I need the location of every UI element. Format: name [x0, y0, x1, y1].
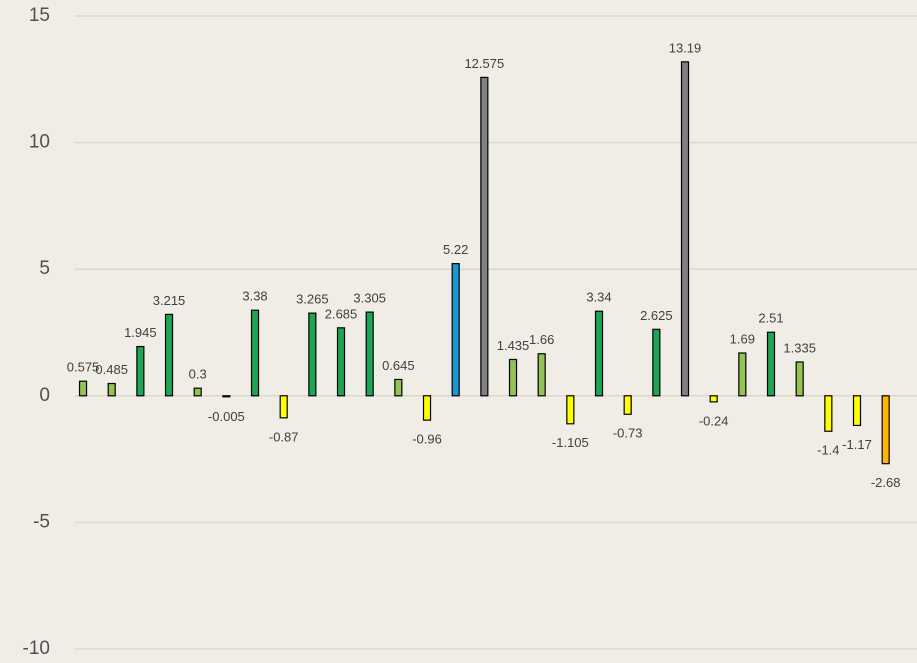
y-tick-label: 5	[39, 258, 50, 279]
bar	[250, 309, 260, 397]
bar	[881, 395, 890, 465]
bar	[164, 313, 174, 397]
data-label: 2.625	[640, 308, 673, 323]
data-label: 1.435	[497, 338, 530, 353]
data-label: 3.305	[353, 291, 386, 306]
data-label: 3.215	[153, 293, 186, 308]
bar	[365, 311, 374, 397]
data-label: 1.69	[730, 331, 755, 346]
bar	[795, 361, 804, 397]
bar	[222, 395, 231, 398]
bar	[336, 327, 346, 397]
data-label: 0.575	[67, 360, 100, 375]
data-label: 0.485	[95, 362, 128, 377]
data-label: 3.34	[586, 290, 611, 305]
data-label: -0.96	[412, 432, 442, 447]
data-label: -1.17	[842, 437, 872, 452]
bar	[78, 380, 88, 397]
data-label: -1.105	[552, 435, 589, 450]
bar	[480, 76, 489, 397]
data-label: 1.945	[124, 325, 157, 340]
bar	[451, 263, 460, 397]
data-label: 12.575	[464, 56, 504, 71]
data-label: -2.68	[871, 475, 901, 490]
data-label: -0.73	[613, 426, 643, 441]
data-label: 1.335	[783, 340, 816, 355]
data-label: -0.005	[208, 409, 245, 424]
bar	[738, 352, 747, 397]
bar	[852, 395, 862, 427]
bar	[193, 387, 202, 397]
bar	[766, 331, 776, 397]
bar	[709, 395, 718, 403]
data-label: 1.66	[529, 332, 554, 347]
bar	[537, 353, 546, 397]
data-label: 13.19	[669, 40, 702, 55]
bar	[508, 358, 518, 397]
data-label: 5.22	[443, 242, 468, 257]
data-label: -0.87	[269, 429, 299, 444]
bar	[279, 395, 288, 419]
bar	[680, 61, 690, 397]
bar	[422, 395, 432, 421]
data-label: 3.38	[242, 289, 267, 304]
data-label: 0.3	[189, 367, 207, 382]
y-tick-label: 0	[39, 385, 50, 406]
data-label: 0.645	[382, 358, 415, 373]
y-tick-label: 15	[29, 5, 50, 26]
y-tick-label: -10	[23, 638, 50, 659]
data-label: -1.4	[817, 443, 839, 458]
bar	[107, 382, 116, 397]
bar	[623, 395, 632, 415]
data-label: 3.265	[296, 292, 329, 307]
data-label: 2.51	[758, 311, 783, 326]
y-tick-label: 10	[29, 132, 50, 153]
bar	[824, 395, 833, 432]
bar	[394, 378, 403, 397]
y-tick-label: -5	[33, 511, 50, 532]
bar	[308, 312, 317, 397]
bar	[566, 395, 575, 425]
bar	[136, 345, 145, 397]
bar	[594, 310, 604, 397]
bar	[652, 328, 661, 397]
data-label: 2.685	[325, 306, 358, 321]
data-label: -0.24	[699, 413, 729, 428]
